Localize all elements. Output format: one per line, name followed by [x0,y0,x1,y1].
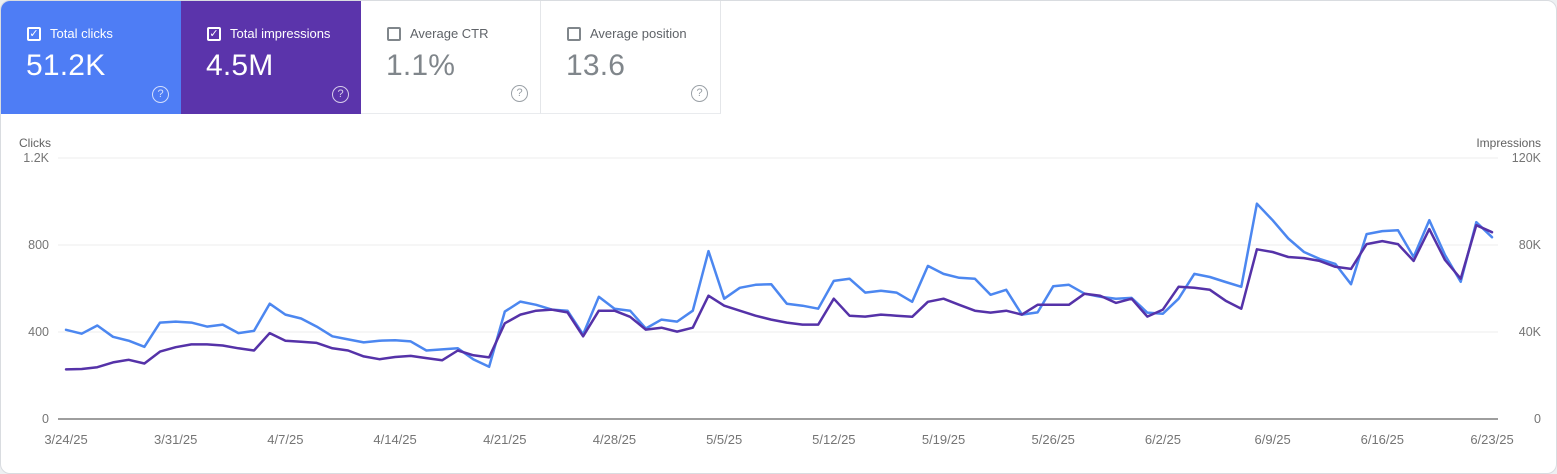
total-clicks-help-icon[interactable]: ? [152,86,169,103]
svg-text:4/28/25: 4/28/25 [593,432,636,447]
svg-text:4/21/25: 4/21/25 [483,432,526,447]
total-impressions-value: 4.5M [206,49,274,82]
average-position-help-icon[interactable]: ? [691,85,708,102]
svg-text:400: 400 [28,325,49,339]
impressions-line [64,223,1494,371]
svg-text:4/14/25: 4/14/25 [373,432,416,447]
gridlines [58,157,1498,420]
average-position-checkbox[interactable] [567,26,581,41]
svg-text:6/2/25: 6/2/25 [1145,432,1181,447]
average-ctr-label: Average CTR [410,26,489,41]
svg-text:6/16/25: 6/16/25 [1361,432,1404,447]
average-ctr-value: 1.1% [386,49,456,82]
svg-text:1.2K: 1.2K [23,151,49,165]
total-impressions-label: Total impressions [230,26,331,41]
svg-text:5/19/25: 5/19/25 [922,432,965,447]
svg-text:3/24/25: 3/24/25 [44,432,87,447]
svg-text:3/31/25: 3/31/25 [154,432,197,447]
left-axis-title: Clicks [19,136,51,150]
total-impressions-checkbox[interactable]: ✓ [207,26,221,41]
metric-card-average-ctr[interactable]: Average CTR 1.1% ? [361,1,541,114]
total-impressions-help-icon[interactable]: ? [332,86,349,103]
total-clicks-checkbox[interactable]: ✓ [27,26,41,41]
svg-text:4/7/25: 4/7/25 [267,432,303,447]
metric-card-total-clicks[interactable]: ✓ Total clicks 51.2K ? [1,1,181,114]
metric-card-average-position[interactable]: Average position 13.6 ? [541,1,721,114]
average-ctr-help-icon[interactable]: ? [511,85,528,102]
svg-text:80K: 80K [1519,238,1542,252]
svg-text:5/5/25: 5/5/25 [706,432,742,447]
svg-text:0: 0 [1534,412,1541,426]
svg-text:5/26/25: 5/26/25 [1032,432,1075,447]
svg-text:5/12/25: 5/12/25 [812,432,855,447]
y-axis-labels-right: 0 40K 80K 120K [1512,151,1542,426]
average-ctr-checkbox[interactable] [387,26,401,41]
metric-card-total-impressions[interactable]: ✓ Total impressions 4.5M ? [181,1,361,114]
total-clicks-label: Total clicks [50,26,113,41]
performance-chart[interactable]: Clicks Impressions 0 400 800 1.2K 0 40K 80K 120… [1,114,1557,474]
svg-text:800: 800 [28,238,49,252]
clicks-line [64,202,1494,369]
average-position-label: Average position [590,26,687,41]
x-axis-labels: 3/24/25 3/31/25 4/7/25 4/14/25 4/21/25 4/28/2… [44,432,1513,447]
metric-cards-row: ✓ Total clicks 51.2K ? ✓ Total impressio… [1,1,721,114]
svg-text:40K: 40K [1519,325,1542,339]
chart-canvas[interactable]: 0 400 800 1.2K 0 40K 80K 120K 3/24/25 3/31/25 4/7/… [1,114,1557,474]
y-axis-labels-left: 0 400 800 1.2K [23,151,49,426]
svg-text:0: 0 [42,412,49,426]
total-clicks-value: 51.2K [26,49,106,82]
right-axis-title: Impressions [1476,136,1541,150]
average-position-value: 13.6 [566,49,626,82]
svg-text:120K: 120K [1512,151,1542,165]
svg-text:6/9/25: 6/9/25 [1255,432,1291,447]
svg-text:6/23/25: 6/23/25 [1470,432,1513,447]
